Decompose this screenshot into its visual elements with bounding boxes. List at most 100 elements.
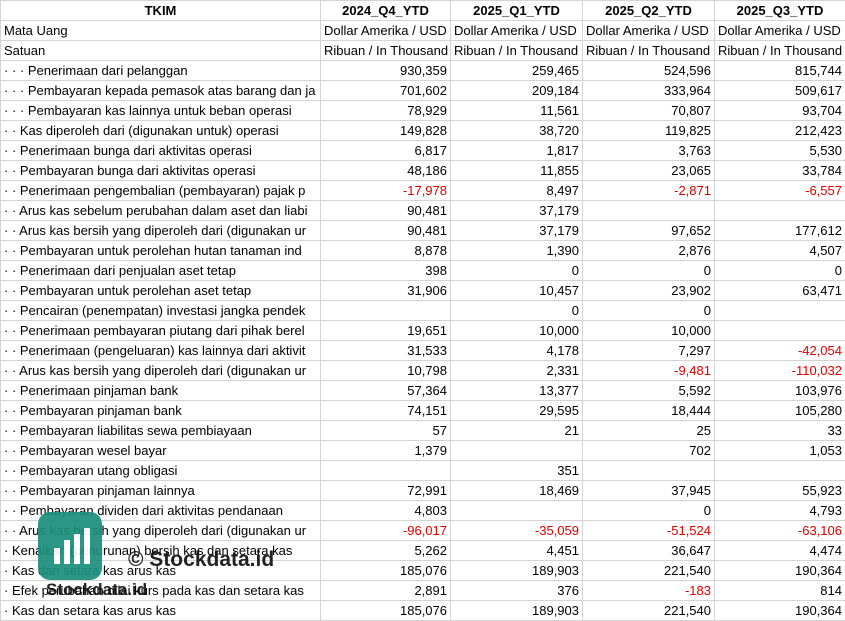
table-row: · · Pembayaran dividen dari aktivitas pe… bbox=[0, 500, 845, 521]
row-label: Mata Uang bbox=[0, 20, 321, 41]
cell: Dollar Amerika / USD bbox=[714, 20, 845, 41]
cell: 0 bbox=[450, 260, 583, 281]
table-row: · · Pembayaran pinjaman bank 74,151 29,595… bbox=[0, 400, 845, 421]
row-label: · · Arus kas bersih yang diperoleh dari … bbox=[0, 360, 321, 381]
cell: 29,595 bbox=[450, 400, 583, 421]
row-label: · · · Penerimaan dari pelanggan bbox=[0, 60, 321, 81]
table-row: · · Pembayaran utang obligasi 351 bbox=[0, 460, 845, 481]
row-label: · · Pembayaran untuk perolehan aset teta… bbox=[0, 280, 321, 301]
table-row: · · Arus kas bersih yang diperoleh dari … bbox=[0, 360, 845, 381]
cell: 398 bbox=[320, 260, 451, 281]
cell: 48,186 bbox=[320, 160, 451, 181]
cell: 18,469 bbox=[450, 480, 583, 501]
cell: 57,364 bbox=[320, 380, 451, 401]
cell: 10,000 bbox=[582, 320, 715, 341]
table-row: Mata Uang Dollar Amerika / USD Dollar Amer… bbox=[0, 20, 845, 41]
cell: Dollar Amerika / USD bbox=[582, 20, 715, 41]
row-label: · · Penerimaan (pengeluaran) kas lainnya… bbox=[0, 340, 321, 361]
row-label: · Efek perubahan nilai kurs pada kas dan… bbox=[0, 580, 321, 601]
cell bbox=[582, 200, 715, 221]
cell: 221,540 bbox=[582, 600, 715, 621]
table-row: · · Pembayaran wesel bayar 1,379 702 1,053 bbox=[0, 440, 845, 461]
header-cell: 2024_Q4_YTD bbox=[320, 0, 451, 21]
logo-icon bbox=[54, 528, 90, 564]
header-cell: 2025_Q1_YTD bbox=[450, 0, 583, 21]
cell: -9,481 bbox=[582, 360, 715, 381]
cell: 5,592 bbox=[582, 380, 715, 401]
cell: 37,179 bbox=[450, 220, 583, 241]
cell: 0 bbox=[582, 260, 715, 281]
row-label: · · Arus kas bersih yang diperoleh dari … bbox=[0, 220, 321, 241]
watermark-logo-text: Stockdata.id bbox=[46, 580, 148, 599]
cell: 7,297 bbox=[582, 340, 715, 361]
row-label: · · Pembayaran pinjaman lainnya bbox=[0, 480, 321, 501]
table-row: · · Arus kas bersih yang diperoleh dari … bbox=[0, 520, 845, 541]
table-row: · · Penerimaan bunga dari aktivitas oper… bbox=[0, 140, 845, 161]
table-row: · · Pembayaran liabilitas sewa pembiayaa… bbox=[0, 420, 845, 441]
cell: 524,596 bbox=[582, 60, 715, 81]
cell: 19,651 bbox=[320, 320, 451, 341]
cell: Dollar Amerika / USD bbox=[320, 20, 451, 41]
cell: 97,652 bbox=[582, 220, 715, 241]
cell: 2,331 bbox=[450, 360, 583, 381]
cell: 93,704 bbox=[714, 100, 845, 121]
cell: 1,817 bbox=[450, 140, 583, 161]
row-label: · · · Pembayaran kas lainnya untuk beban… bbox=[0, 100, 321, 121]
cell: 189,903 bbox=[450, 560, 583, 581]
cell: 333,964 bbox=[582, 80, 715, 101]
cell: Ribuan / In Thousand bbox=[714, 40, 845, 61]
cell: 814 bbox=[714, 580, 845, 601]
row-label: · · Penerimaan dari penjualan aset tetap bbox=[0, 260, 321, 281]
cell: -6,557 bbox=[714, 180, 845, 201]
cell: 185,076 bbox=[320, 600, 451, 621]
table-row: · · Penerimaan pembayaran piutang dari p… bbox=[0, 320, 845, 341]
cell: 37,179 bbox=[450, 200, 583, 221]
cell: 11,561 bbox=[450, 100, 583, 121]
cell: 23,065 bbox=[582, 160, 715, 181]
cell: 2,876 bbox=[582, 240, 715, 261]
cell: 209,184 bbox=[450, 80, 583, 101]
table-row: · · Penerimaan pengembalian (pembayaran)… bbox=[0, 180, 845, 201]
row-label: · Kas dan setara kas arus kas bbox=[0, 600, 321, 621]
cell: 78,929 bbox=[320, 100, 451, 121]
cell: 4,451 bbox=[450, 540, 583, 561]
cell: -96,017 bbox=[320, 520, 451, 541]
cell: 376 bbox=[450, 580, 583, 601]
cell: 105,280 bbox=[714, 400, 845, 421]
cell: 33,784 bbox=[714, 160, 845, 181]
table-row: · · Pembayaran untuk perolehan hutan tan… bbox=[0, 240, 845, 261]
cell: 37,945 bbox=[582, 480, 715, 501]
cell: 4,803 bbox=[320, 500, 451, 521]
row-label: · · Pembayaran wesel bayar bbox=[0, 440, 321, 461]
cell: 3,763 bbox=[582, 140, 715, 161]
cell: 72,991 bbox=[320, 480, 451, 501]
cell: -17,978 bbox=[320, 180, 451, 201]
table-row: · · Pembayaran pinjaman lainnya 72,991 18,… bbox=[0, 480, 845, 501]
row-label: · · Pembayaran untuk perolehan hutan tan… bbox=[0, 240, 321, 261]
header-cell: TKIM bbox=[0, 0, 321, 21]
table-row: · · Arus kas bersih yang diperoleh dari … bbox=[0, 220, 845, 241]
cell: -110,032 bbox=[714, 360, 845, 381]
table-row: Satuan Ribuan / In Thousand Ribuan / In Th… bbox=[0, 40, 845, 61]
cell: 25 bbox=[582, 420, 715, 441]
table-row: · · Pembayaran bunga dari aktivitas oper… bbox=[0, 160, 845, 181]
cell bbox=[714, 460, 845, 481]
table-row: · Efek perubahan nilai kurs pada kas dan… bbox=[0, 580, 845, 601]
cell: 103,976 bbox=[714, 380, 845, 401]
row-label: · · Penerimaan pembayaran piutang dari p… bbox=[0, 320, 321, 341]
cell: 55,923 bbox=[714, 480, 845, 501]
cell: 38,720 bbox=[450, 120, 583, 141]
watermark-logo bbox=[38, 512, 102, 580]
cell: 701,602 bbox=[320, 80, 451, 101]
cell: 8,878 bbox=[320, 240, 451, 261]
cell: 930,359 bbox=[320, 60, 451, 81]
cell: 0 bbox=[714, 260, 845, 281]
cell: 0 bbox=[450, 300, 583, 321]
table-row: · · · Pembayaran kepada pemasok atas bar… bbox=[0, 80, 845, 101]
cell bbox=[450, 440, 583, 461]
cell: 149,828 bbox=[320, 120, 451, 141]
cell: 815,744 bbox=[714, 60, 845, 81]
cell: -183 bbox=[582, 580, 715, 601]
